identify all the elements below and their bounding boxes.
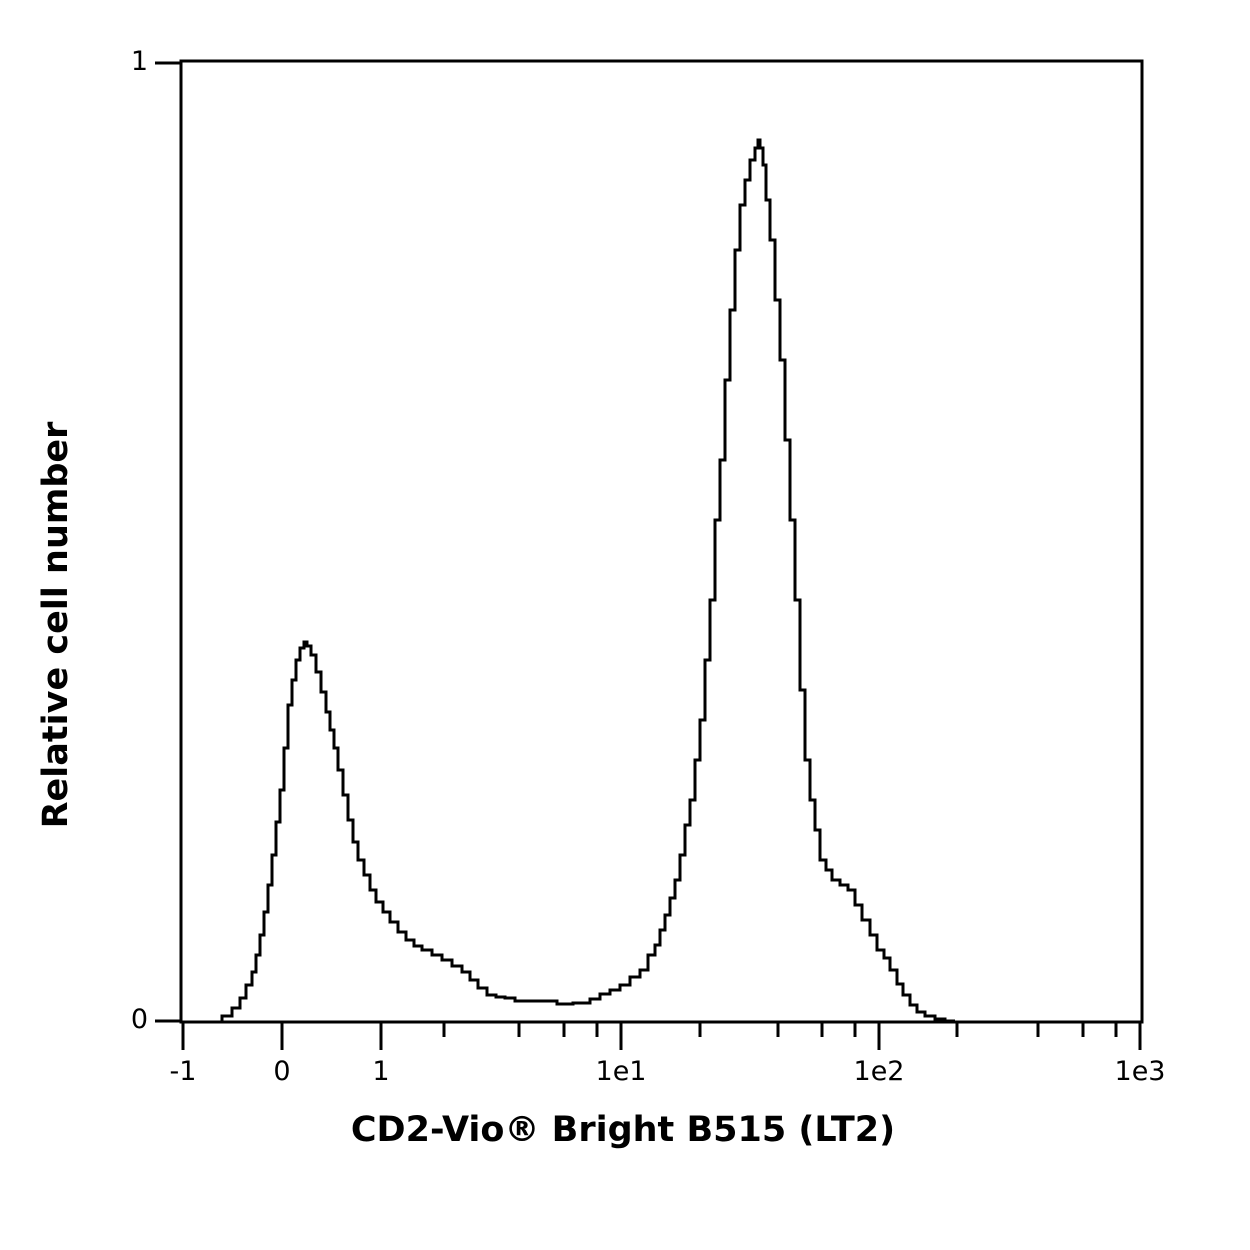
histogram-curve	[220, 138, 955, 1023]
x-tick-label: 1e1	[595, 1056, 647, 1087]
y-tick-label: 1	[130, 46, 148, 77]
x-axis-ticks	[181, 1023, 1142, 1050]
x-tick-label: 1e2	[853, 1056, 905, 1087]
x-tick-label: 1e3	[1114, 1056, 1166, 1087]
y-axis-ticks	[155, 61, 181, 1023]
y-axis-title: Relative cell number	[36, 421, 76, 829]
x-axis-title: CD2-Vio® Bright B515 (LT2)	[350, 1110, 896, 1150]
plot-frame	[179, 59, 1144, 1024]
x-tick-label: 1	[372, 1056, 390, 1087]
x-axis-title-wrap: CD2-Vio® Bright B515 (LT2)	[0, 1110, 1250, 1150]
x-tick-label: 0	[273, 1056, 291, 1087]
y-tick-label: 0	[130, 1004, 148, 1035]
x-tick-label: -1	[169, 1056, 197, 1087]
